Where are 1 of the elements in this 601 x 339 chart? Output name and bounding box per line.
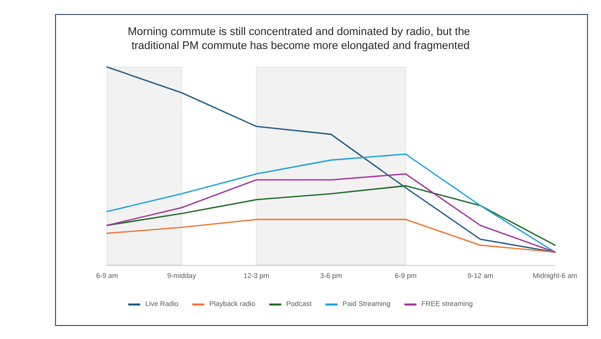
chart-title: Morning commute is still concentrated and dominated by radio, but the traditional PM commute has become more elongated and fragmented: [128, 26, 474, 52]
